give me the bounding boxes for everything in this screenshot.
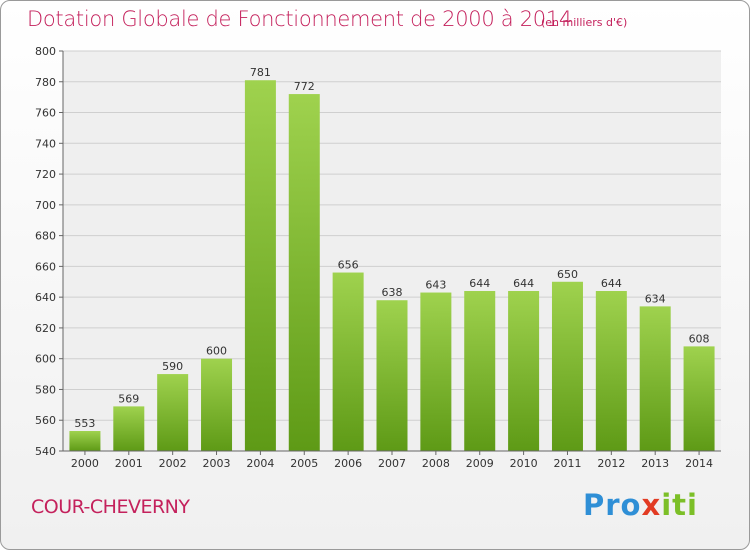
y-tick-label: 620 (35, 322, 56, 335)
y-tick-label: 760 (35, 107, 56, 120)
data-label: 772 (294, 80, 315, 93)
y-tick-label: 560 (35, 414, 56, 427)
x-tick-label: 2011 (553, 457, 581, 470)
x-tick-label: 2000 (71, 457, 99, 470)
bar-2003 (201, 358, 233, 451)
chart-subtitle: (en milliers d'€) (541, 16, 628, 29)
x-tick-label: 2008 (422, 457, 450, 470)
bar-2000 (69, 431, 101, 451)
chart-title: Dotation Globale de Fonctionnement de 20… (27, 7, 572, 31)
data-label: 656 (338, 259, 359, 272)
bar-2006 (332, 272, 364, 451)
x-tick-label: 2013 (641, 457, 669, 470)
bar-2014 (683, 346, 715, 451)
x-tick-label: 2010 (510, 457, 538, 470)
y-tick-label: 680 (35, 230, 56, 243)
data-label: 590 (162, 360, 183, 373)
data-label: 644 (601, 277, 622, 290)
proxiti-logo[interactable]: Proxiti (583, 488, 698, 522)
bar-2010 (508, 291, 540, 451)
x-tick-label: 2006 (334, 457, 362, 470)
bar-2007 (376, 300, 408, 451)
bar-2013 (639, 306, 671, 451)
data-label: 643 (425, 279, 446, 292)
data-label: 781 (250, 66, 271, 79)
data-label: 638 (382, 286, 403, 299)
bar-2009 (464, 291, 496, 451)
bar-2005 (288, 94, 320, 452)
y-tick-label: 720 (35, 168, 56, 181)
x-axis: 2000 2001 2002 2003 2004 2005 2006 2007 2008 2009… (63, 450, 721, 470)
x-tick-label: 2014 (685, 457, 713, 470)
data-label: 634 (645, 292, 666, 305)
bar-2008 (420, 292, 452, 451)
data-label: 553 (74, 417, 95, 430)
x-tick-label: 2007 (378, 457, 406, 470)
bar-2002 (157, 374, 189, 451)
data-label: 650 (557, 268, 578, 281)
y-tick-label: 580 (35, 383, 56, 396)
x-tick-label: 2003 (203, 457, 231, 470)
bar-2011 (551, 281, 583, 451)
bar-2001 (113, 406, 145, 451)
y-axis: 540 560 580 600 620 640 660 680 700 720 740 760 780 8… (35, 45, 64, 458)
bar-2012 (595, 291, 627, 451)
bars: 553 569 590 600 781 772 656 638 643 644 644 650 644 6… (69, 66, 715, 452)
data-label: 608 (689, 332, 710, 345)
y-tick-label: 780 (35, 76, 56, 89)
y-tick-label: 600 (35, 353, 56, 366)
x-tick-label: 2002 (159, 457, 187, 470)
y-tick-label: 800 (35, 45, 56, 58)
y-tick-label: 640 (35, 291, 56, 304)
data-label: 644 (469, 277, 490, 290)
x-tick-label: 2005 (290, 457, 318, 470)
x-tick-label: 2001 (115, 457, 143, 470)
x-tick-label: 2004 (246, 457, 274, 470)
x-tick-label: 2009 (466, 457, 494, 470)
y-tick-label: 700 (35, 199, 56, 212)
commune-name: COUR-CHEVERNY (31, 496, 190, 518)
y-tick-label: 540 (35, 445, 56, 458)
data-label: 569 (118, 392, 139, 405)
y-tick-label: 740 (35, 137, 56, 150)
x-tick-label: 2012 (597, 457, 625, 470)
data-label: 644 (513, 277, 534, 290)
bar-2004 (244, 80, 276, 451)
y-tick-label: 660 (35, 260, 56, 273)
data-label: 600 (206, 345, 227, 358)
